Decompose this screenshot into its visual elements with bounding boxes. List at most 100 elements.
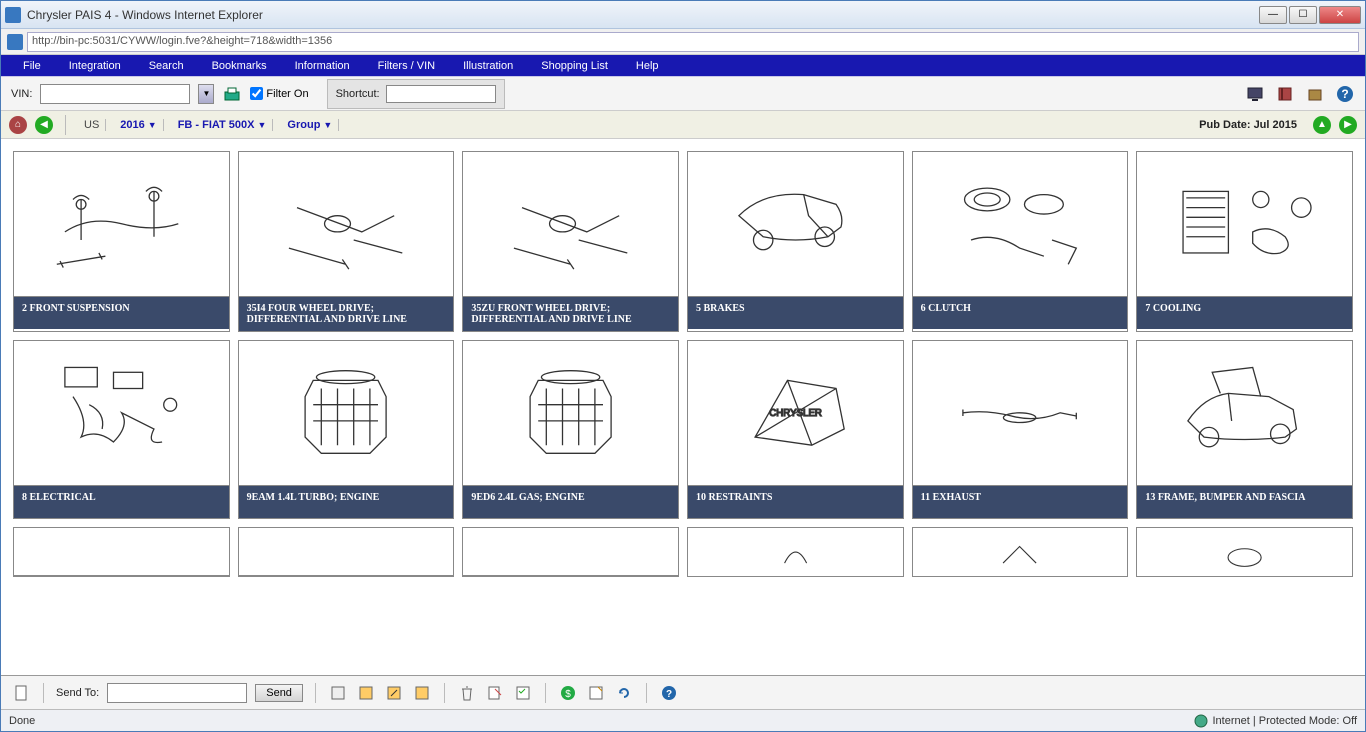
help-icon-bottom[interactable]: ? [659, 683, 679, 703]
box-icon[interactable] [1305, 84, 1325, 104]
shortcut-input[interactable] [386, 85, 496, 103]
card-image [463, 152, 678, 297]
print-icon[interactable] [222, 84, 242, 104]
toolbar-right-icons: ? [1245, 84, 1355, 104]
vin-input[interactable] [40, 84, 190, 104]
svg-text:CHRYSLER: CHRYSLER [769, 408, 822, 419]
card-partial-1[interactable] [13, 527, 230, 577]
card-label: 8 ELECTRICAL [14, 486, 229, 518]
menu-file[interactable]: File [9, 56, 55, 76]
card-brakes[interactable]: 5 BRAKES [687, 151, 904, 332]
card-electrical[interactable]: 8 ELECTRICAL [13, 340, 230, 519]
maximize-button[interactable]: ☐ [1289, 6, 1317, 24]
sendto-input[interactable] [107, 683, 247, 703]
titlebar: Chrysler PAIS 4 - Windows Internet Explo… [1, 1, 1365, 29]
status-left: Done [9, 715, 35, 727]
vin-dropdown[interactable]: ▼ [198, 84, 214, 104]
nav-home-icon[interactable]: ⌂ [9, 116, 27, 134]
card-partial-2[interactable] [238, 527, 455, 577]
card-partial-5[interactable] [912, 527, 1129, 577]
trash-icon[interactable] [457, 683, 477, 703]
breadcrumb-model[interactable]: FB - FIAT 500X▼ [172, 119, 274, 131]
card-front-suspension[interactable]: 2 FRONT SUSPENSION [13, 151, 230, 332]
card-partial-6[interactable] [1136, 527, 1353, 577]
card-fwd-differential[interactable]: 35ZU FRONT WHEEL DRIVE; DIFFERENTIAL AND… [462, 151, 679, 332]
monitor-icon[interactable] [1245, 84, 1265, 104]
menu-illustration[interactable]: Illustration [449, 56, 527, 76]
card-label: 35ZU FRONT WHEEL DRIVE; DIFFERENTIAL AND… [463, 297, 678, 331]
svg-text:?: ? [1341, 87, 1348, 101]
ie-icon [5, 7, 21, 23]
page-icon [7, 34, 23, 50]
filter-label: Filter On [266, 88, 308, 100]
address-bar: http://bin-pc:5031/CYWW/login.fve?&heigh… [1, 29, 1365, 55]
status-right: Internet | Protected Mode: Off [1212, 715, 1357, 727]
card-label: 9ED6 2.4L GAS; ENGINE [463, 486, 678, 518]
svg-text:$: $ [565, 689, 571, 700]
doc-icon[interactable] [11, 683, 31, 703]
menu-shopping-list[interactable]: Shopping List [527, 56, 622, 76]
card-image [239, 341, 454, 486]
menu-help[interactable]: Help [622, 56, 673, 76]
menu-bookmarks[interactable]: Bookmarks [198, 56, 281, 76]
filter-on-checkbox[interactable]: Filter On [250, 87, 308, 100]
breadcrumb-year[interactable]: 2016▼ [114, 119, 163, 131]
card-label: 11 EXHAUST [913, 486, 1128, 518]
card-4wd-differential[interactable]: 35I4 FOUR WHEEL DRIVE; DIFFERENTIAL AND … [238, 151, 455, 332]
book-icon[interactable] [1275, 84, 1295, 104]
bottom-toolbar: Send To: Send $ ? [1, 675, 1365, 709]
card-restraints[interactable]: CHRYSLER 10 RESTRAINTS [687, 340, 904, 519]
card-image [688, 152, 903, 297]
minimize-button[interactable]: — [1259, 6, 1287, 24]
breadcrumb-bar: ⌂ ◀ US 2016▼ FB - FIAT 500X▼ Group▼ Pub … [1, 111, 1365, 139]
tool-icon-3[interactable] [384, 683, 404, 703]
card-exhaust[interactable]: 11 EXHAUST [912, 340, 1129, 519]
card-label: 13 FRAME, BUMPER AND FASCIA [1137, 486, 1352, 518]
nav-back-icon[interactable]: ◀ [35, 116, 53, 134]
breadcrumb-region[interactable]: US [78, 119, 106, 131]
card-image [1137, 341, 1352, 486]
card-label: 35I4 FOUR WHEEL DRIVE; DIFFERENTIAL AND … [239, 297, 454, 331]
help-icon[interactable]: ? [1335, 84, 1355, 104]
window-title: Chrysler PAIS 4 - Windows Internet Explo… [27, 8, 1259, 22]
shortcut-label: Shortcut: [336, 88, 380, 100]
card-image [913, 152, 1128, 297]
pub-date: Pub Date: Jul 2015 [1199, 119, 1297, 131]
card-partial-4[interactable] [687, 527, 904, 577]
tool-icon-1[interactable] [328, 683, 348, 703]
tool-icon-2[interactable] [356, 683, 376, 703]
card-image [463, 341, 678, 486]
card-cooling[interactable]: 7 COOLING [1136, 151, 1353, 332]
nav-forward-icon[interactable]: ▶ [1339, 116, 1357, 134]
card-clutch[interactable]: 6 CLUTCH [912, 151, 1129, 332]
card-frame-bumper[interactable]: 13 FRAME, BUMPER AND FASCIA [1136, 340, 1353, 519]
shortcut-section: Shortcut: [327, 79, 505, 109]
menu-filters-vin[interactable]: Filters / VIN [364, 56, 449, 76]
edit-icon[interactable] [485, 683, 505, 703]
refresh-icon[interactable] [614, 683, 634, 703]
card-engine-24l[interactable]: 9ED6 2.4L GAS; ENGINE [462, 340, 679, 519]
nav-up-icon[interactable]: ▲ [1313, 116, 1331, 134]
tool-icon-4[interactable] [412, 683, 432, 703]
filter-checkbox[interactable] [250, 87, 263, 100]
menu-information[interactable]: Information [281, 56, 364, 76]
card-label: 9EAM 1.4L TURBO; ENGINE [239, 486, 454, 518]
card-image [14, 341, 229, 486]
money-icon[interactable]: $ [558, 683, 578, 703]
url-field[interactable]: http://bin-pc:5031/CYWW/login.fve?&heigh… [27, 32, 1359, 52]
card-label: 10 RESTRAINTS [688, 486, 903, 518]
card-label: 6 CLUTCH [913, 297, 1128, 329]
card-label: 2 FRONT SUSPENSION [14, 297, 229, 329]
globe-icon [1194, 714, 1208, 728]
breadcrumb-group[interactable]: Group▼ [281, 119, 339, 131]
card-engine-14l[interactable]: 9EAM 1.4L TURBO; ENGINE [238, 340, 455, 519]
checklist-icon[interactable] [513, 683, 533, 703]
menu-integration[interactable]: Integration [55, 56, 135, 76]
card-image [1137, 152, 1352, 297]
menu-search[interactable]: Search [135, 56, 198, 76]
send-button[interactable]: Send [255, 684, 303, 702]
note-icon[interactable] [586, 683, 606, 703]
svg-text:?: ? [666, 689, 672, 700]
card-partial-3[interactable] [462, 527, 679, 577]
close-button[interactable]: ✕ [1319, 6, 1361, 24]
